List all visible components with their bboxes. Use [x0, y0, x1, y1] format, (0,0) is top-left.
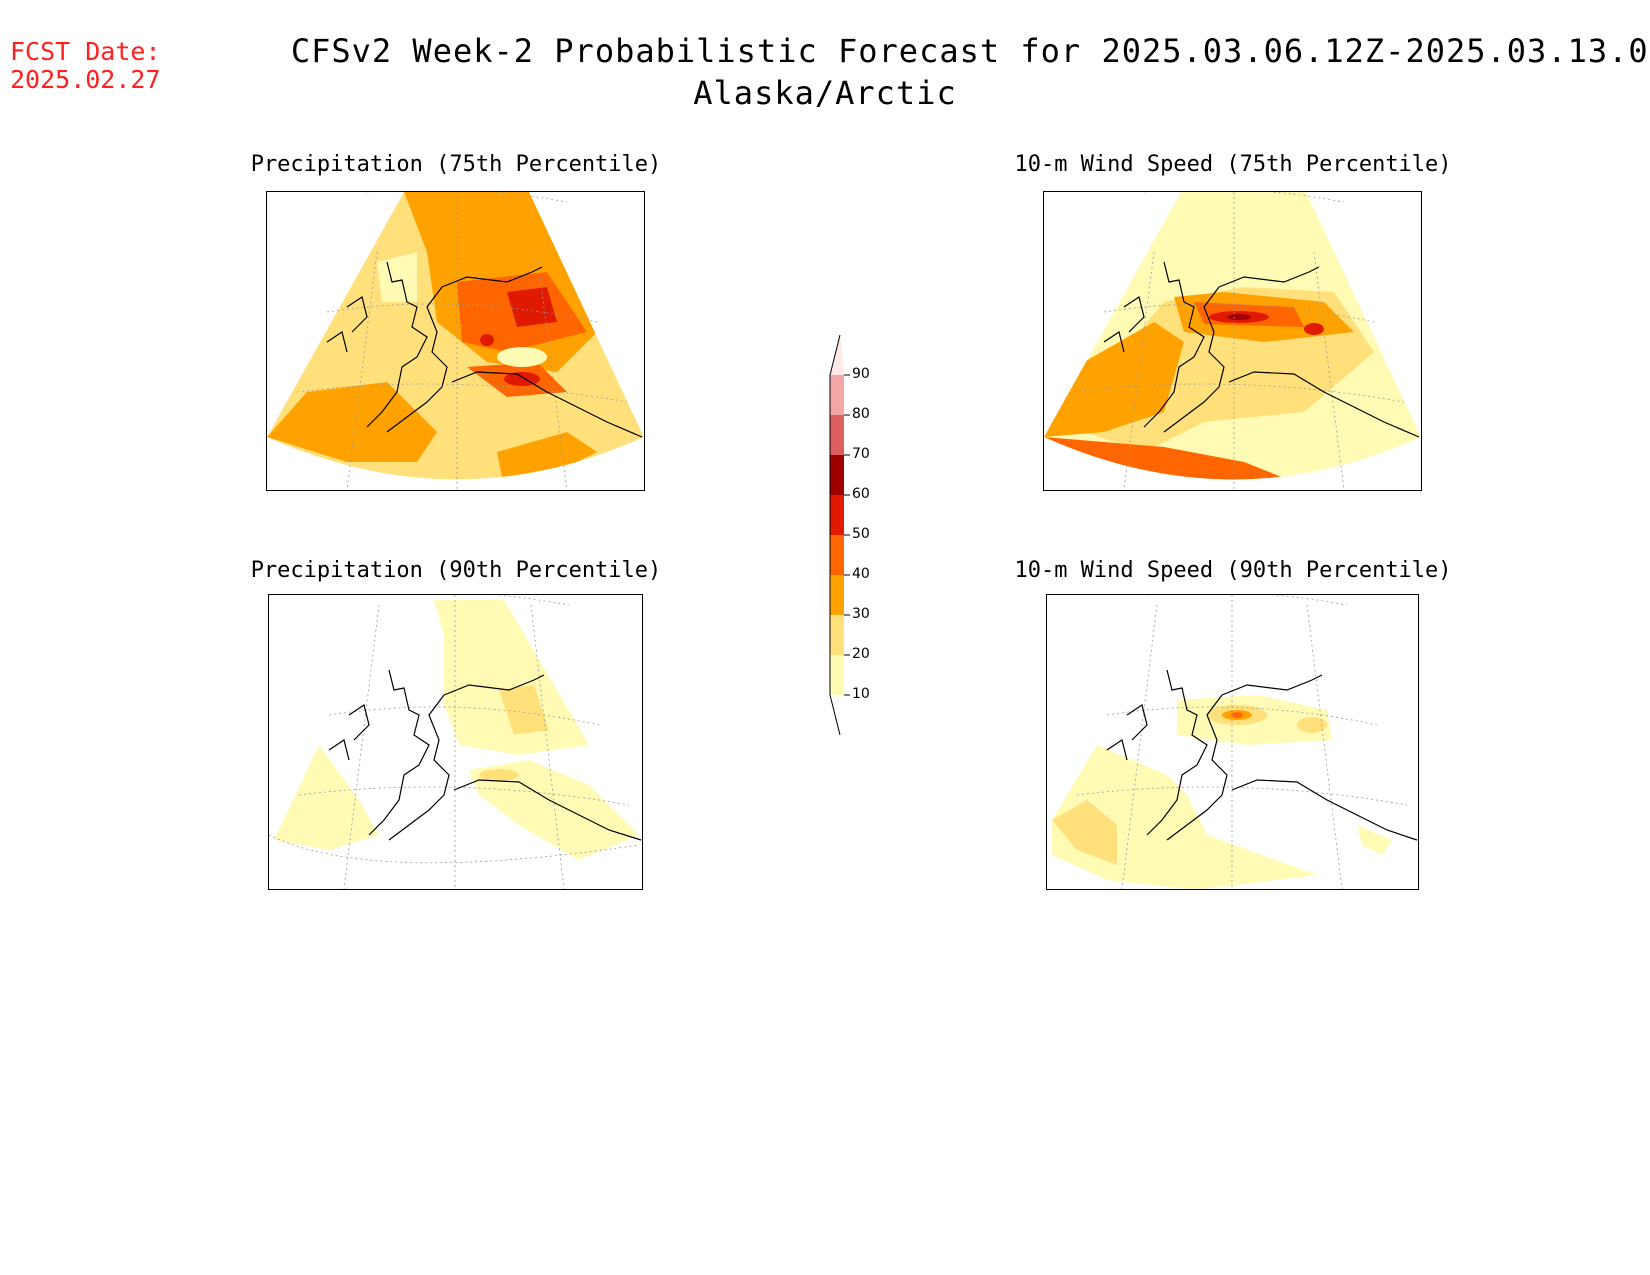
- panel-title-wind-75: 10-m Wind Speed (75th Percentile): [1014, 152, 1452, 177]
- panel-title-precip-75: Precipitation (75th Percentile): [250, 152, 662, 177]
- colorbar-label-90: 90: [852, 366, 870, 382]
- map-precip-90: [268, 594, 643, 890]
- outside-domain: [1044, 192, 1421, 490]
- colorbar-swatch-10: [830, 655, 844, 695]
- colorbar-label-10: 10: [852, 686, 870, 702]
- colorbar-swatch-20: [830, 615, 844, 655]
- colorbar-label-30: 30: [852, 606, 870, 622]
- forecast-date-label: FCST Date:: [10, 37, 161, 66]
- coastline: [1103, 261, 1420, 438]
- colorbar-label-20: 20: [852, 646, 870, 662]
- contour-20-west: [1052, 800, 1117, 865]
- contour-50: [507, 287, 557, 327]
- contour-10-north: [434, 600, 589, 755]
- contour-50c: [480, 334, 494, 346]
- contour-20-south: [479, 769, 519, 781]
- colorbar-swatch-60: [830, 455, 844, 495]
- colorbar-swatch-40: [830, 535, 844, 575]
- contour-20-north: [499, 685, 549, 735]
- map-wind-90: [1046, 594, 1419, 890]
- coastline: [1106, 669, 1418, 841]
- graticule: [296, 192, 628, 490]
- contour-10-south: [469, 760, 639, 860]
- contour-50b: [1304, 323, 1324, 335]
- colorbar-label-60: 60: [852, 486, 870, 502]
- contour-30-west: [267, 382, 437, 462]
- coastline: [328, 669, 642, 841]
- colorbar-swatch-50: [830, 495, 844, 535]
- contour-40: [1231, 712, 1243, 718]
- contour-10-east: [1357, 825, 1392, 855]
- map-precip-75: [266, 191, 645, 491]
- forecast-date-value: 2025.02.27: [10, 65, 161, 94]
- graticule: [1076, 595, 1408, 889]
- contour-10-west: [274, 745, 379, 850]
- colorbar-swatch-80: [830, 375, 844, 415]
- colorbar-label-70: 70: [852, 446, 870, 462]
- contour-30: [1044, 322, 1184, 437]
- panel-title-wind-90: 10-m Wind Speed (90th Percentile): [1014, 558, 1452, 583]
- coastline: [326, 261, 643, 438]
- colorbar: 90 80 70 60 50 40 30 20 10: [820, 334, 880, 749]
- contour-20-b: [1297, 717, 1327, 733]
- colorbar-label-40: 40: [852, 566, 870, 582]
- colorbar-label-50: 50: [852, 526, 870, 542]
- colorbar-top-cap: [830, 335, 844, 375]
- graticule: [269, 595, 640, 889]
- contour-10-pocket-b: [497, 347, 547, 367]
- contour-10-pocket: [377, 252, 417, 302]
- colorbar-bottom-cap: [830, 695, 844, 735]
- colorbar-label-80: 80: [852, 406, 870, 422]
- colorbar-swatch-30: [830, 575, 844, 615]
- colorbar-swatch-70: [830, 415, 844, 455]
- contour-30-south: [497, 432, 597, 477]
- map-wind-75: [1043, 191, 1422, 491]
- panel-title-precip-90: Precipitation (90th Percentile): [250, 558, 662, 583]
- page-subtitle: Alaska/Arctic: [693, 74, 957, 112]
- outside-domain: [267, 192, 644, 490]
- graticule: [1073, 192, 1405, 490]
- page-title: CFSv2 Week-2 Probabilistic Forecast for …: [290, 32, 1650, 70]
- contour-60: [1227, 314, 1251, 320]
- contour-10-west: [1052, 745, 1317, 889]
